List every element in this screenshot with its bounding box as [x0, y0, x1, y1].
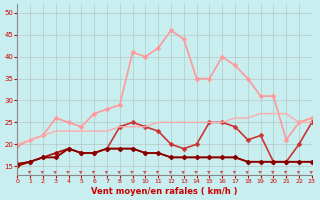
- X-axis label: Vent moyen/en rafales ( km/h ): Vent moyen/en rafales ( km/h ): [91, 187, 238, 196]
